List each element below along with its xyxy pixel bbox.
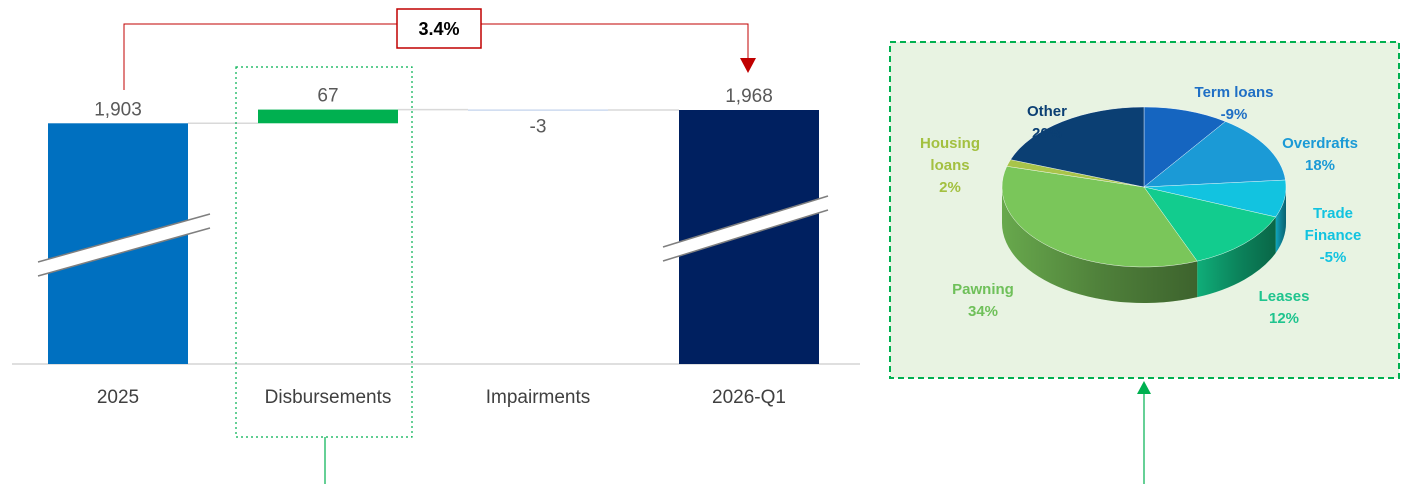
pie-callout-arrowhead bbox=[1137, 381, 1151, 394]
value-labels: 1,903 67 -3 1,968 bbox=[94, 86, 773, 138]
value-label: 1,968 bbox=[725, 86, 773, 107]
growth-label: 3.4% bbox=[418, 19, 459, 39]
growth-arrowhead bbox=[740, 58, 756, 73]
category-label: 2025 bbox=[97, 387, 139, 408]
value-label: 67 bbox=[317, 86, 338, 107]
category-labels: 2025 Disbursements Impairments 2026-Q1 bbox=[97, 387, 786, 408]
category-label: 2026-Q1 bbox=[712, 387, 786, 408]
pie-chart-panel: Term loans -9%Overdrafts 18%Trade Finance -5… bbox=[890, 42, 1399, 378]
value-label: 1,903 bbox=[94, 99, 142, 120]
waterfall-chart: 1,903 67 -3 1,968 2025 Disbursements Impairme… bbox=[12, 9, 860, 484]
category-label: Disbursements bbox=[265, 387, 392, 408]
growth-bracket: 3.4% bbox=[124, 9, 756, 90]
bar-impairments bbox=[468, 110, 608, 111]
value-label: -3 bbox=[530, 117, 547, 138]
category-label: Impairments bbox=[486, 387, 591, 408]
bar-disbursements bbox=[258, 110, 398, 124]
